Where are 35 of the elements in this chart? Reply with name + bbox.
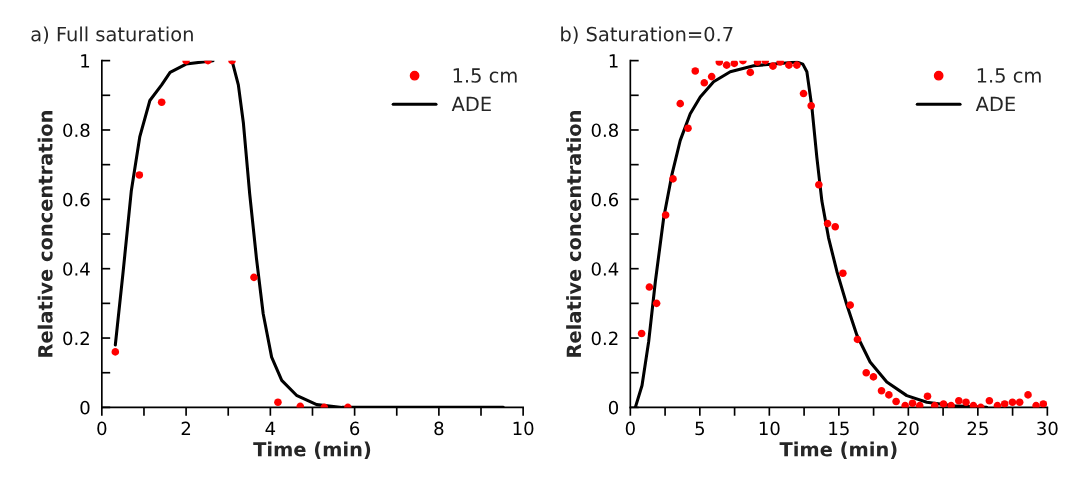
y-tick-label: 0.2 xyxy=(591,331,618,346)
x-tick-label: 0 xyxy=(97,421,107,436)
x-tick-label: 5 xyxy=(695,421,704,436)
chart-title: a) Full saturation xyxy=(31,26,193,44)
x-tick-label: 6 xyxy=(350,421,360,436)
x-tick-label: 25 xyxy=(967,421,988,436)
y-tick-label: 1 xyxy=(81,54,90,68)
x-tick-label: 15 xyxy=(829,421,849,436)
x-axis-title: Time (min) xyxy=(779,441,897,459)
x-tick-label: 10 xyxy=(513,421,534,436)
x-axis-title: Time (min) xyxy=(253,441,371,459)
x-tick-label: 20 xyxy=(898,421,919,436)
y-tick-label: 0.8 xyxy=(591,123,618,138)
y-tick-label: 0.4 xyxy=(591,262,619,276)
y-axis-title: Relative concentration xyxy=(37,111,53,357)
x-tick-label: 2 xyxy=(181,421,191,436)
legend-label: 1.5 cm xyxy=(977,68,1041,83)
x-tick-label: 30 xyxy=(1037,421,1058,436)
y-tick-label: 1 xyxy=(609,54,618,68)
x-tick-label: 8 xyxy=(434,421,444,436)
legend-label: 1.5 cm xyxy=(453,68,517,83)
chart-title: b) Saturation=0.7 xyxy=(561,26,733,44)
y-tick-label: 0 xyxy=(80,400,90,415)
y-axis-title: Relative concentration xyxy=(566,111,582,357)
y-tick-label: 0 xyxy=(608,400,619,415)
legend-label: ADE xyxy=(451,96,491,112)
x-tick-label: 0 xyxy=(625,421,635,436)
legend-label: ADE xyxy=(975,96,1015,112)
x-tick-label: 10 xyxy=(759,421,780,436)
y-tick-label: 0.8 xyxy=(63,123,90,138)
y-tick-label: 0.6 xyxy=(63,192,90,207)
y-tick-label: 0.6 xyxy=(591,192,619,207)
y-tick-label: 0.4 xyxy=(63,262,90,276)
y-tick-label: 0.2 xyxy=(63,331,89,346)
x-tick-label: 4 xyxy=(265,421,276,436)
